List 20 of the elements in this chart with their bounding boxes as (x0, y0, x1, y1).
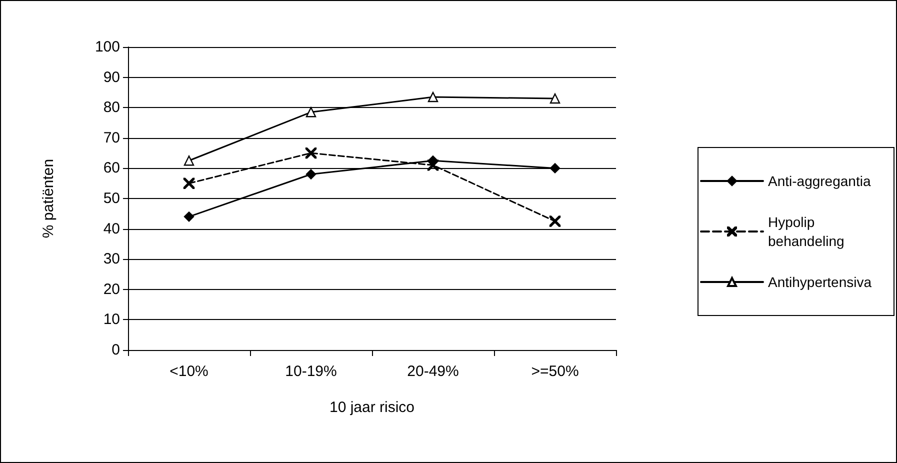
x-tick-label: 20-49% (407, 363, 459, 380)
y-tick-label: 100 (94, 38, 120, 56)
y-tick-label: 70 (103, 129, 120, 146)
y-tick-label: 50 (103, 190, 120, 207)
legend-label: Anti-aggregantia (768, 173, 871, 189)
x-axis-title: 10 jaar risico (329, 399, 415, 416)
y-tick-label: 80 (103, 99, 120, 116)
y-tick-label: 60 (103, 160, 120, 177)
x-tick-label: <10% (170, 363, 208, 380)
legend-label: Hypolip behandeling (768, 214, 844, 249)
y-axis-title: % patiënten (40, 158, 57, 238)
y-tick-label: 40 (103, 220, 120, 238)
y-tick-label: 0 (112, 342, 120, 358)
legend-label: Antihypertensiva (768, 274, 872, 290)
x-tick-label: 10-19% (285, 363, 337, 380)
y-tick-label: 10 (103, 311, 120, 328)
x-tick-label: >=50% (531, 363, 579, 380)
y-tick-label: 90 (103, 68, 120, 86)
y-tick-label: 20 (103, 280, 120, 298)
y-tick-label: 30 (103, 250, 120, 268)
